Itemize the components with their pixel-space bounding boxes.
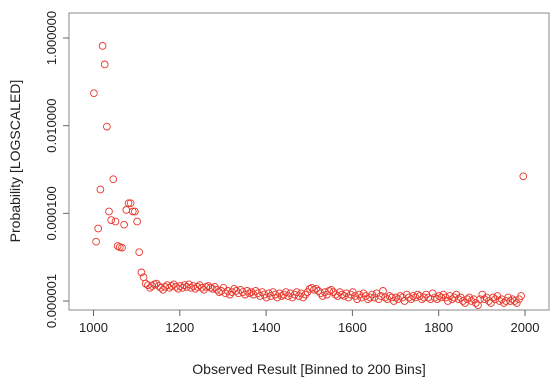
data-point [519,172,528,181]
data-point [467,297,476,305]
data-point [512,299,521,307]
data-point [318,292,327,300]
data-point [348,288,357,296]
data-point [122,206,131,214]
data-point [100,60,109,69]
data-point [353,295,361,304]
x-axis-title: Observed Result [Binned to 200 Bins] [192,361,425,377]
data-point [301,290,310,299]
data-point [333,292,342,300]
x-tick-label: 1400 [252,320,281,335]
plot-frame [68,12,550,311]
data-point [180,281,189,289]
data-point [105,207,113,216]
data-point [443,297,452,305]
data-point [471,299,480,307]
x-tick-label: 2000 [511,320,540,335]
data-point [133,217,141,226]
data-point [428,289,437,298]
data-point [141,279,150,288]
data-point [111,217,120,226]
data-point [137,268,146,277]
data-point [480,295,489,304]
data-point [359,289,368,298]
data-point [124,199,133,208]
data-point [120,220,128,229]
data-point [92,237,100,246]
y-axis: 0.000001 0.000100 0.010000 1.000000 [44,11,69,328]
x-tick-label: 1200 [165,320,194,335]
y-tick-label: 1.000000 [44,11,59,65]
data-point [459,297,467,305]
data-point [377,292,385,300]
data-point [327,285,336,294]
data-point [338,290,346,299]
data-point [135,248,144,257]
data-point [510,297,519,305]
data-point [307,283,316,292]
data-point [489,293,497,302]
data-point [346,290,355,299]
data-point [178,283,187,292]
data-point [430,293,439,302]
data-point [208,284,217,293]
y-tick-label: 0.000100 [44,186,59,240]
data-point [107,216,116,224]
data-point [113,242,122,250]
data-point [152,279,161,288]
y-tick-label: 0.000001 [44,274,59,328]
data-point [508,295,517,304]
data-point [126,199,135,208]
data-point [118,243,126,252]
data-point [273,293,282,302]
data-point [109,175,118,184]
data-point [98,42,107,50]
data-point [94,224,103,233]
data-point [320,288,329,296]
data-point [96,185,105,194]
data-point [262,293,271,302]
data-points [90,42,528,310]
x-tick-label: 1800 [424,320,453,335]
x-tick-label: 1600 [338,320,367,335]
data-point [323,290,331,299]
x-axis: 1000 1200 1400 1600 1800 2000 [79,310,539,335]
data-point [156,283,165,292]
data-point [381,293,390,302]
data-point [312,284,321,293]
data-point [454,295,463,304]
data-point [128,207,137,216]
data-point [517,292,525,300]
data-point [226,290,234,299]
data-point [103,122,111,131]
y-tick-label: 0.010000 [44,99,59,153]
data-point [243,287,251,295]
data-point [131,207,139,216]
data-point [167,282,176,290]
data-point [487,299,495,307]
data-point [379,287,387,295]
data-point [282,288,290,296]
data-point [292,288,301,296]
y-axis-title: Probability [LOGSCALED] [7,80,23,243]
data-point [241,290,249,299]
data-point [413,290,422,299]
data-point [193,283,202,291]
data-point [90,89,98,98]
x-tick-label: 1000 [79,320,108,335]
